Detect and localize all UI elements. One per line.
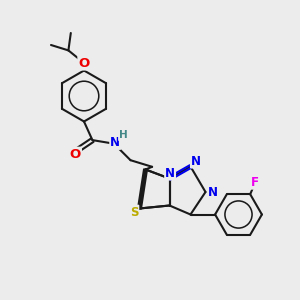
Text: N: N [165, 167, 175, 180]
Text: O: O [78, 56, 90, 70]
Text: O: O [70, 148, 81, 161]
Text: S: S [130, 206, 138, 219]
Text: N: N [191, 154, 201, 168]
Text: H: H [118, 130, 127, 140]
Text: F: F [251, 176, 259, 189]
Text: N: N [110, 136, 120, 149]
Text: N: N [208, 185, 218, 199]
